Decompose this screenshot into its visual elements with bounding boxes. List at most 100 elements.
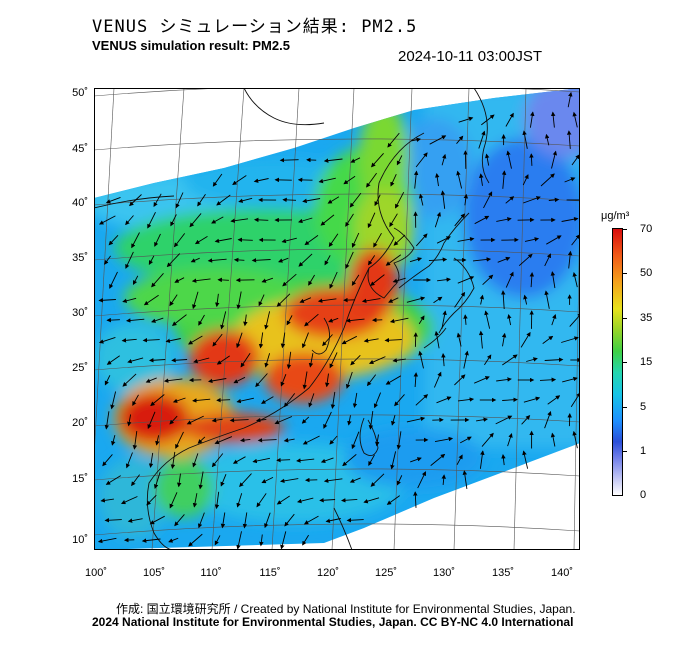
wind-vector bbox=[454, 213, 466, 227]
wind-vector bbox=[238, 197, 253, 203]
coastlines bbox=[94, 88, 490, 550]
wind-vector bbox=[192, 493, 198, 508]
wind-vector bbox=[233, 257, 245, 263]
wind-vector bbox=[212, 333, 223, 347]
wind-vector bbox=[317, 298, 337, 303]
wind-vector bbox=[370, 152, 384, 168]
wind-vector bbox=[463, 314, 468, 325]
wind-vector bbox=[472, 257, 492, 262]
wind-vector bbox=[302, 371, 308, 390]
wind-vector bbox=[253, 178, 269, 183]
wind-vector bbox=[174, 514, 185, 527]
colorbar-tick bbox=[622, 407, 627, 408]
wind-vector bbox=[147, 211, 156, 229]
wind-vector bbox=[456, 454, 463, 466]
title-japanese: VENUS シミュレーション結果: PM2.5 bbox=[92, 17, 418, 37]
wind-vector bbox=[216, 194, 231, 206]
wind-vector bbox=[280, 531, 287, 550]
wind-vector bbox=[479, 173, 484, 186]
wind-vector bbox=[215, 293, 220, 308]
wind-vector bbox=[456, 135, 464, 144]
wind-vector bbox=[283, 393, 296, 408]
wind-vector bbox=[126, 318, 145, 323]
wind-vector bbox=[242, 512, 248, 529]
wind-vector bbox=[418, 315, 425, 325]
wind-vector bbox=[396, 475, 403, 486]
wind-vector bbox=[496, 377, 512, 382]
wind-vector bbox=[418, 193, 424, 206]
wind-vector bbox=[155, 435, 160, 446]
wind-vector bbox=[261, 277, 274, 283]
wind-vector bbox=[264, 353, 271, 368]
lat-label-50: 50˚ bbox=[72, 87, 88, 99]
wind-vector bbox=[478, 130, 486, 149]
wind-vector bbox=[550, 432, 556, 447]
colorbar-label-70: 70 bbox=[640, 223, 653, 235]
colorbar-tick bbox=[622, 229, 627, 230]
wind-vector bbox=[564, 177, 576, 183]
wind-vector bbox=[169, 492, 178, 509]
wind-vector bbox=[507, 433, 513, 447]
wind-vector bbox=[236, 397, 254, 404]
wind-vector bbox=[320, 214, 335, 226]
wind-vector bbox=[302, 435, 320, 445]
wind-vector bbox=[212, 173, 223, 187]
wind-vector bbox=[176, 473, 182, 488]
wind-vector bbox=[170, 451, 176, 469]
wind-vector bbox=[484, 310, 491, 329]
wind-vector bbox=[142, 337, 160, 343]
wind-vector bbox=[127, 357, 144, 364]
pm25-map bbox=[94, 88, 580, 550]
wind-vector bbox=[572, 272, 578, 288]
wind-vector bbox=[476, 417, 488, 422]
wind-vector bbox=[406, 296, 426, 303]
wind-vector bbox=[415, 394, 429, 406]
wind-vector bbox=[296, 458, 315, 463]
wind-vector bbox=[456, 332, 462, 347]
wind-vector bbox=[363, 497, 380, 504]
wind-vector bbox=[121, 338, 137, 343]
wind-vector bbox=[252, 457, 270, 464]
wind-vector bbox=[175, 192, 184, 209]
wind-vector bbox=[437, 277, 451, 282]
wind-vector bbox=[304, 313, 319, 327]
wind-vector bbox=[571, 234, 580, 246]
wind-vector bbox=[567, 250, 573, 269]
wind-vector bbox=[214, 535, 221, 546]
wind-vector bbox=[522, 130, 528, 149]
wind-vector bbox=[104, 255, 111, 265]
wind-vector bbox=[232, 175, 247, 186]
wind-vector bbox=[318, 177, 336, 184]
wind-vector bbox=[211, 216, 224, 224]
wind-vector bbox=[186, 415, 204, 425]
wind-vector bbox=[132, 275, 139, 285]
wind-vector bbox=[302, 198, 321, 204]
wind-vector bbox=[375, 434, 380, 447]
wind-vector bbox=[169, 415, 178, 425]
wind-vector bbox=[463, 193, 469, 206]
wind-vector bbox=[385, 254, 402, 266]
wind-vector bbox=[506, 150, 512, 169]
wind-vector bbox=[368, 454, 375, 466]
wind-vector bbox=[463, 350, 469, 369]
wind-vector bbox=[276, 495, 290, 505]
wind-vector bbox=[254, 217, 269, 223]
wind-vector bbox=[299, 297, 312, 303]
wind-vector bbox=[220, 512, 226, 529]
wind-vector bbox=[108, 234, 119, 246]
wind-vector bbox=[561, 336, 579, 343]
wind-vector bbox=[251, 258, 271, 263]
wind-vector bbox=[395, 191, 405, 209]
wind-vector bbox=[413, 491, 418, 508]
wind-vector bbox=[217, 277, 229, 283]
wind-vector bbox=[524, 237, 540, 242]
wind-vector bbox=[211, 418, 223, 423]
lon-label-120: 120˚ bbox=[316, 567, 340, 579]
wind-vector bbox=[428, 257, 448, 262]
wind-vector bbox=[479, 450, 485, 469]
wind-vector bbox=[521, 415, 531, 425]
wind-vector bbox=[561, 216, 579, 222]
wind-vector bbox=[436, 236, 451, 244]
wind-vector bbox=[98, 298, 116, 303]
wind-vector bbox=[132, 431, 138, 450]
